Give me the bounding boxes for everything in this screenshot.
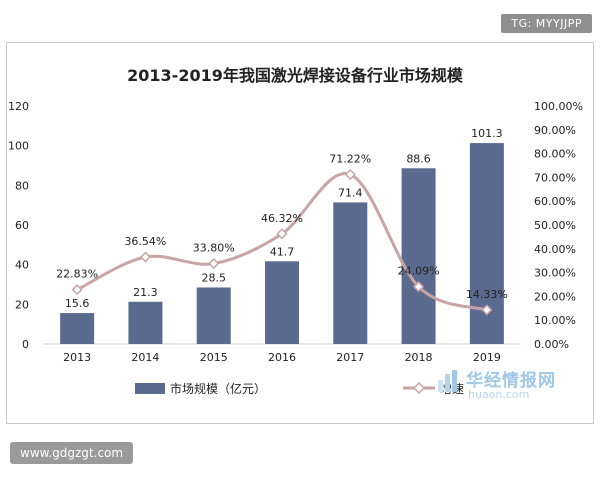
bar-value-label: 101.3 <box>471 127 503 140</box>
y-left-tick-label: 60 <box>15 219 29 232</box>
y-left-tick-label: 20 <box>15 298 29 311</box>
bar <box>401 168 436 344</box>
growth-value-label: 24.09% <box>398 265 440 278</box>
x-tick-label: 2018 <box>405 351 433 364</box>
watermark-brand: 华经情报网 <box>466 371 556 391</box>
y-right-tick-label: 80.00% <box>534 148 576 161</box>
y-right-tick-label: 0.00% <box>534 338 569 351</box>
growth-value-label: 46.32% <box>261 212 303 225</box>
growth-marker <box>344 168 356 181</box>
bar <box>196 287 231 344</box>
y-right-tick-label: 60.00% <box>534 195 576 208</box>
legend-bar-label: 市场规模（亿元） <box>170 381 266 396</box>
growth-marker <box>413 281 425 293</box>
y-left-tick-label: 80 <box>15 179 29 192</box>
y-right-tick-label: 40.00% <box>534 243 576 256</box>
y-right-tick-label: 90.00% <box>534 124 576 137</box>
tag-badge: TG: MYYJJPP <box>501 14 592 33</box>
y-left-tick-label: 120 <box>8 100 29 113</box>
growth-value-label: 14.33% <box>466 288 508 301</box>
y-left-tick-label: 40 <box>15 259 29 272</box>
growth-value-label: 71.22% <box>329 152 371 165</box>
growth-marker <box>71 284 83 296</box>
x-tick-label: 2014 <box>131 351 159 364</box>
legend-bar-swatch <box>135 383 165 394</box>
bar <box>265 261 299 344</box>
watermark: 华经情报网 huaon.com <box>436 362 586 412</box>
growth-marker <box>481 304 493 316</box>
bar <box>60 313 95 344</box>
growth-value-label: 33.80% <box>193 242 235 255</box>
bar-value-label: 21.3 <box>133 286 158 299</box>
y-right-tick-label: 20.00% <box>534 290 576 303</box>
y-left-tick-label: 100 <box>8 140 29 153</box>
y-right-tick-label: 70.00% <box>534 171 576 184</box>
growth-marker <box>208 257 220 270</box>
growth-value-label: 22.83% <box>56 268 98 281</box>
y-right-tick-label: 10.00% <box>534 314 576 327</box>
bar-value-label: 88.6 <box>406 152 431 165</box>
footer-url: www.gdgzgt.com <box>10 442 134 464</box>
x-tick-label: 2015 <box>200 351 228 364</box>
growth-marker <box>139 251 151 263</box>
y-right-tick-label: 30.00% <box>534 267 576 280</box>
y-right-tick-label: 100.00% <box>534 100 583 113</box>
x-tick-label: 2016 <box>268 351 296 364</box>
chart-title: 2013-2019年我国激光焊接设备行业市场规模 <box>127 66 464 85</box>
watermark-domain: huaon.com <box>468 388 530 401</box>
x-tick-label: 2019 <box>473 351 501 364</box>
bar-value-label: 28.5 <box>201 271 226 284</box>
growth-marker <box>276 228 288 240</box>
bar-value-label: 15.6 <box>65 297 90 310</box>
bar-value-label: 71.4 <box>338 186 363 199</box>
bar <box>333 202 368 344</box>
huaon-logo-icon <box>438 370 457 392</box>
y-right-tick-label: 50.00% <box>534 219 576 232</box>
bar <box>128 301 163 344</box>
chart-frame: 2013-2019年我国激光焊接设备行业市场规模 0 20 40 60 80 100 120 0… <box>6 42 594 424</box>
growth-value-label: 36.54% <box>124 235 166 248</box>
y-left-tick-label: 0 <box>22 338 29 351</box>
bar-value-label: 41.7 <box>270 245 295 258</box>
chart: 2013-2019年我国激光焊接设备行业市场规模 0 20 40 60 80 100 120 0… <box>8 66 583 396</box>
x-tick-label: 2017 <box>336 351 364 364</box>
legend-line-marker <box>412 381 426 395</box>
x-tick-label: 2013 <box>63 351 91 364</box>
